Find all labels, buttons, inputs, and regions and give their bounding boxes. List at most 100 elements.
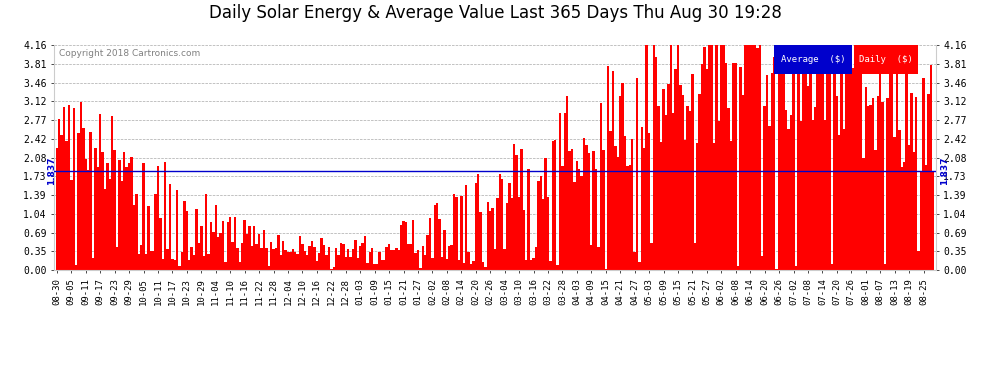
Bar	[400, 225, 402, 270]
Bar	[444, 230, 446, 270]
Bar	[316, 261, 318, 270]
Bar	[311, 241, 313, 270]
Bar	[763, 106, 766, 270]
Bar	[664, 116, 667, 270]
Bar	[181, 252, 183, 270]
Bar	[195, 209, 198, 270]
Bar	[388, 244, 390, 270]
Bar	[80, 102, 82, 270]
Bar	[723, 45, 725, 270]
Bar	[467, 252, 469, 270]
Bar	[790, 116, 792, 270]
Bar	[205, 194, 207, 270]
Bar	[393, 250, 395, 270]
Bar	[740, 68, 742, 270]
Bar	[405, 222, 407, 270]
Bar	[622, 83, 624, 270]
Bar	[469, 264, 472, 270]
Bar	[597, 247, 600, 270]
Bar	[109, 179, 111, 270]
Bar	[67, 105, 70, 270]
Bar	[756, 48, 758, 270]
Bar	[296, 254, 299, 270]
Bar	[118, 159, 121, 270]
Bar	[804, 45, 807, 270]
Bar	[852, 68, 855, 270]
Bar	[657, 106, 660, 270]
Bar	[650, 243, 652, 270]
Bar	[792, 45, 795, 270]
Bar	[891, 49, 893, 270]
Bar	[605, 269, 607, 270]
Bar	[703, 47, 706, 270]
Bar	[97, 167, 99, 270]
Bar	[265, 248, 267, 270]
Bar	[686, 106, 689, 270]
Bar	[906, 45, 908, 270]
Bar	[270, 242, 272, 270]
Bar	[842, 129, 845, 270]
Bar	[232, 242, 234, 270]
Bar	[496, 198, 499, 270]
Bar	[590, 244, 592, 270]
Bar	[239, 261, 241, 270]
Bar	[713, 143, 715, 270]
Bar	[773, 57, 775, 270]
Bar	[422, 246, 424, 270]
Bar	[427, 235, 429, 270]
Bar	[872, 98, 874, 270]
Bar	[812, 120, 814, 270]
Bar	[558, 112, 561, 270]
Bar	[915, 97, 918, 270]
Bar	[824, 120, 826, 270]
Bar	[383, 260, 385, 270]
Bar	[728, 108, 730, 270]
Bar	[923, 78, 925, 270]
Bar	[89, 132, 92, 270]
Bar	[262, 230, 265, 270]
Bar	[744, 45, 746, 270]
Bar	[785, 110, 787, 270]
Bar	[452, 194, 455, 270]
Bar	[407, 244, 410, 270]
Bar	[768, 126, 770, 270]
Bar	[612, 70, 614, 270]
Bar	[366, 262, 368, 270]
Bar	[92, 258, 94, 270]
Bar	[306, 255, 309, 270]
Bar	[378, 252, 380, 270]
Bar	[588, 153, 590, 270]
Bar	[439, 219, 441, 270]
Bar	[482, 262, 484, 270]
Bar	[237, 248, 239, 270]
Bar	[546, 197, 549, 270]
Bar	[869, 105, 872, 270]
Bar	[874, 150, 876, 270]
Bar	[328, 247, 330, 270]
Bar	[766, 75, 768, 270]
Bar	[450, 244, 452, 270]
Bar	[282, 241, 284, 270]
Bar	[884, 264, 886, 270]
Bar	[58, 119, 60, 270]
Bar	[424, 255, 427, 270]
Bar	[770, 73, 773, 270]
Bar	[472, 261, 474, 270]
Bar	[774, 45, 851, 74]
Bar	[662, 89, 664, 270]
Bar	[63, 107, 65, 270]
Bar	[351, 249, 354, 270]
Bar	[634, 252, 636, 270]
Bar	[753, 45, 756, 270]
Bar	[138, 254, 140, 270]
Bar	[708, 45, 711, 270]
Bar	[533, 258, 535, 270]
Bar	[627, 166, 629, 270]
Bar	[272, 249, 275, 270]
Bar	[797, 45, 800, 270]
Bar	[629, 165, 631, 270]
Bar	[349, 257, 351, 270]
Bar	[361, 243, 363, 270]
Bar	[775, 269, 778, 270]
Bar	[913, 152, 915, 270]
